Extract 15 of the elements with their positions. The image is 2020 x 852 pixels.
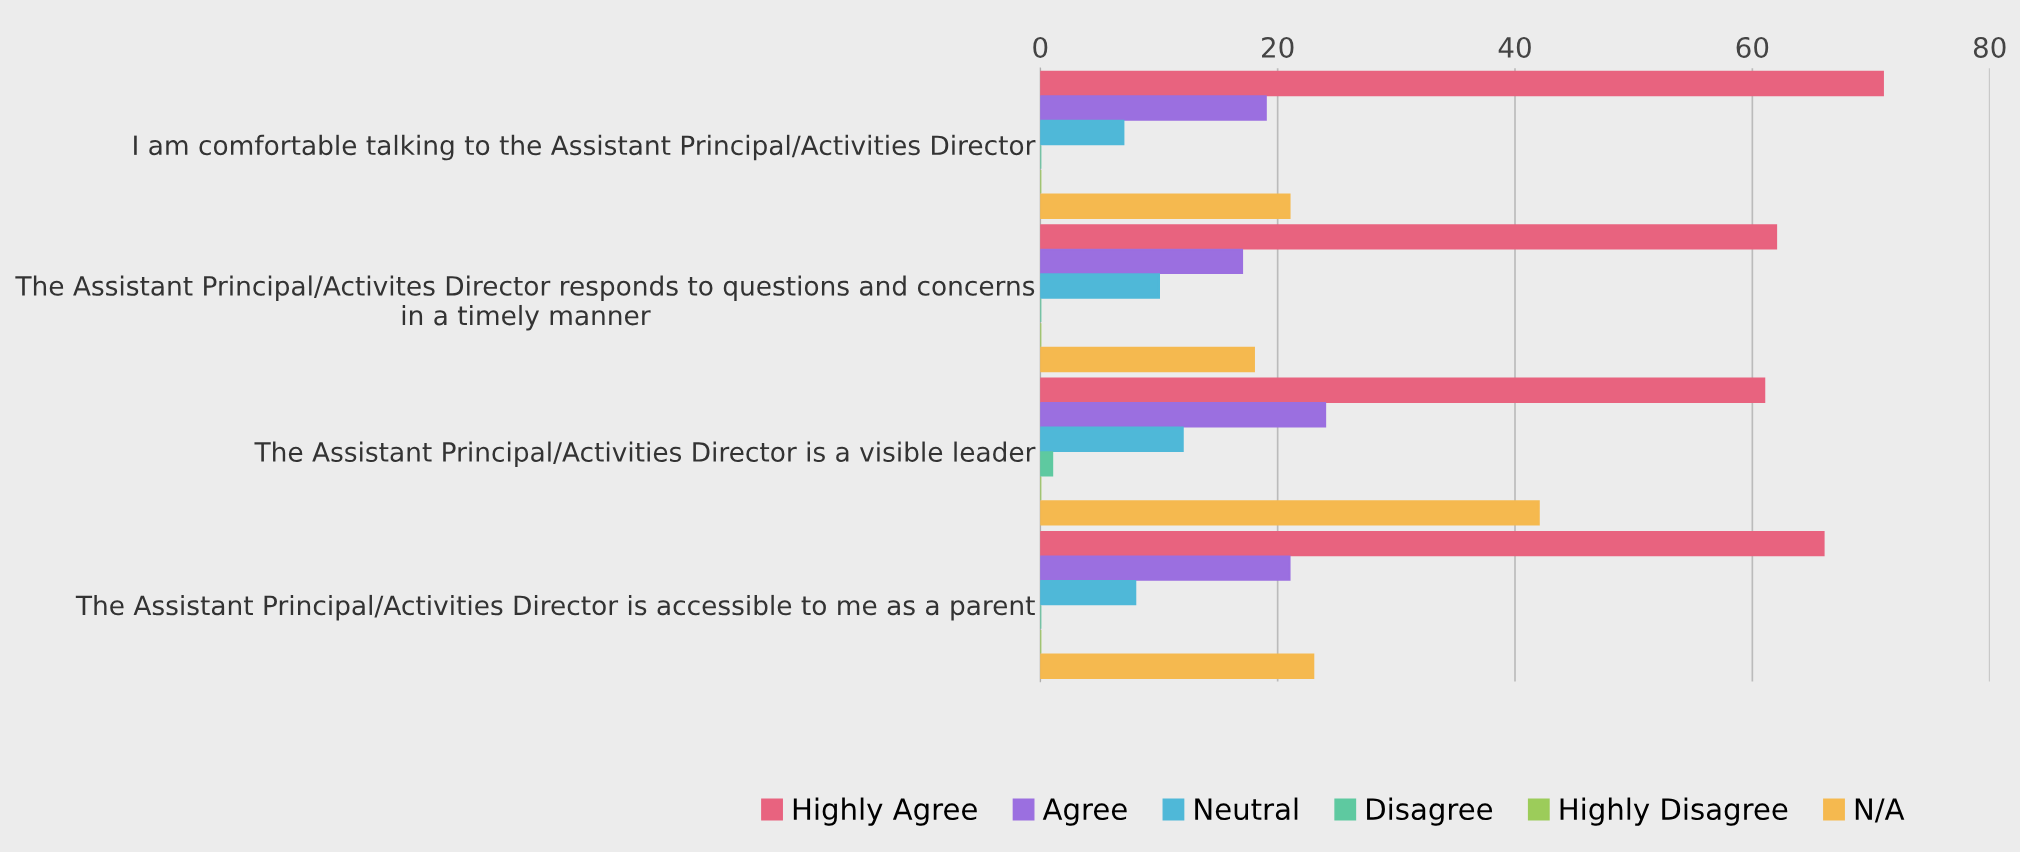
x-tick-label: 20 bbox=[1262, 36, 1294, 58]
legend-label: Disagree bbox=[1367, 797, 1493, 826]
legend-label: Highly Agree bbox=[793, 797, 977, 826]
y-tick-label: The Assistant Principal/Activities Director is accessible to me as a parent bbox=[75, 594, 1035, 621]
legend-label: N/A bbox=[1855, 798, 1905, 823]
x-tick-label: 60 bbox=[1736, 36, 1769, 58]
x-tick-label: 40 bbox=[1498, 36, 1531, 58]
y-tick-label: The Assistant Principal/Activities Director is a visible leader bbox=[254, 441, 1036, 468]
legend-label: Highly Disagree bbox=[1560, 797, 1788, 826]
legend-label: Agree bbox=[1042, 798, 1127, 826]
x-tick-label: 80 bbox=[1973, 36, 2006, 58]
x-tick-label: 0 bbox=[1033, 36, 1048, 58]
y-tick-label: The Assistant Principal/Activites Director responds to questions and concerns in a timely manner bbox=[15, 275, 1035, 331]
legend-label: Neutral bbox=[1195, 797, 1298, 821]
y-tick-label: I am comfortable talking to the Assistant Principal/Activities Director bbox=[134, 134, 1036, 161]
